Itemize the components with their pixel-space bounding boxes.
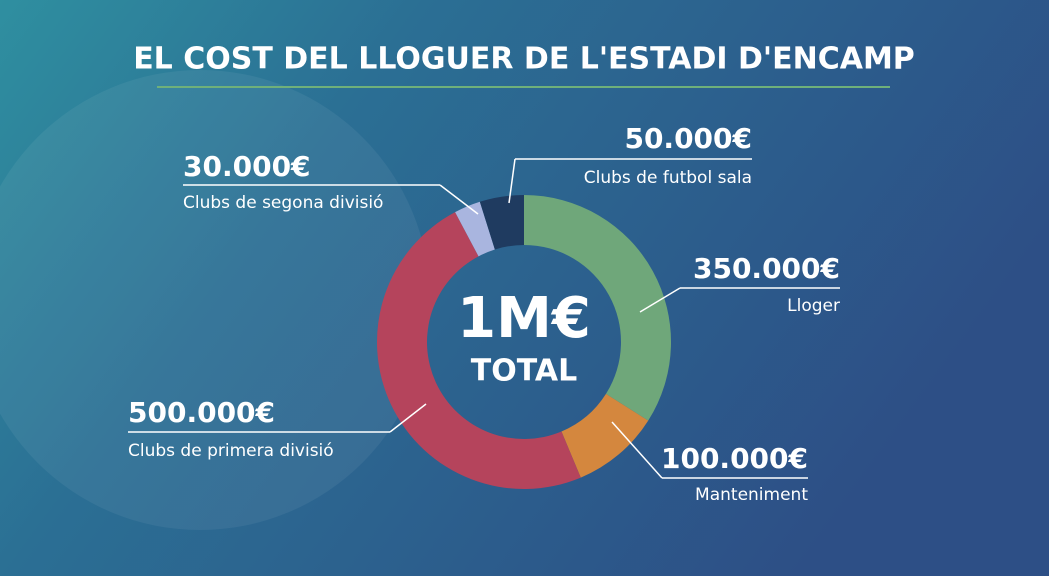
chart-title: EL COST DEL LLOGUER DE L'ESTADI D'ENCAMP [133, 42, 915, 77]
value-label: 500.000€ [128, 396, 275, 429]
category-label: Lloger [787, 296, 840, 316]
center-sublabel: TOTAL [471, 354, 577, 389]
leader-line [508, 158, 516, 204]
donut-segment [455, 201, 495, 257]
donut-segment [377, 212, 581, 489]
donut [377, 195, 671, 489]
donut-segment [561, 393, 649, 478]
category-label: Clubs de primera divisió [128, 441, 334, 461]
donut-segment [524, 195, 671, 421]
value-label: 350.000€ [693, 252, 840, 285]
category-label: Manteniment [695, 485, 808, 505]
leader-line [389, 403, 427, 433]
leader-line [639, 287, 681, 313]
center-label: 1M€ [457, 286, 591, 351]
donut-segment [479, 195, 524, 250]
category-label: Clubs de segona divisió [183, 193, 383, 213]
leader-line [611, 421, 663, 479]
value-label: 50.000€ [624, 122, 752, 155]
value-label: 30.000€ [183, 150, 311, 183]
category-label: Clubs de futbol sala [584, 168, 752, 188]
leader-line [439, 184, 479, 215]
value-label: 100.000€ [661, 442, 808, 475]
